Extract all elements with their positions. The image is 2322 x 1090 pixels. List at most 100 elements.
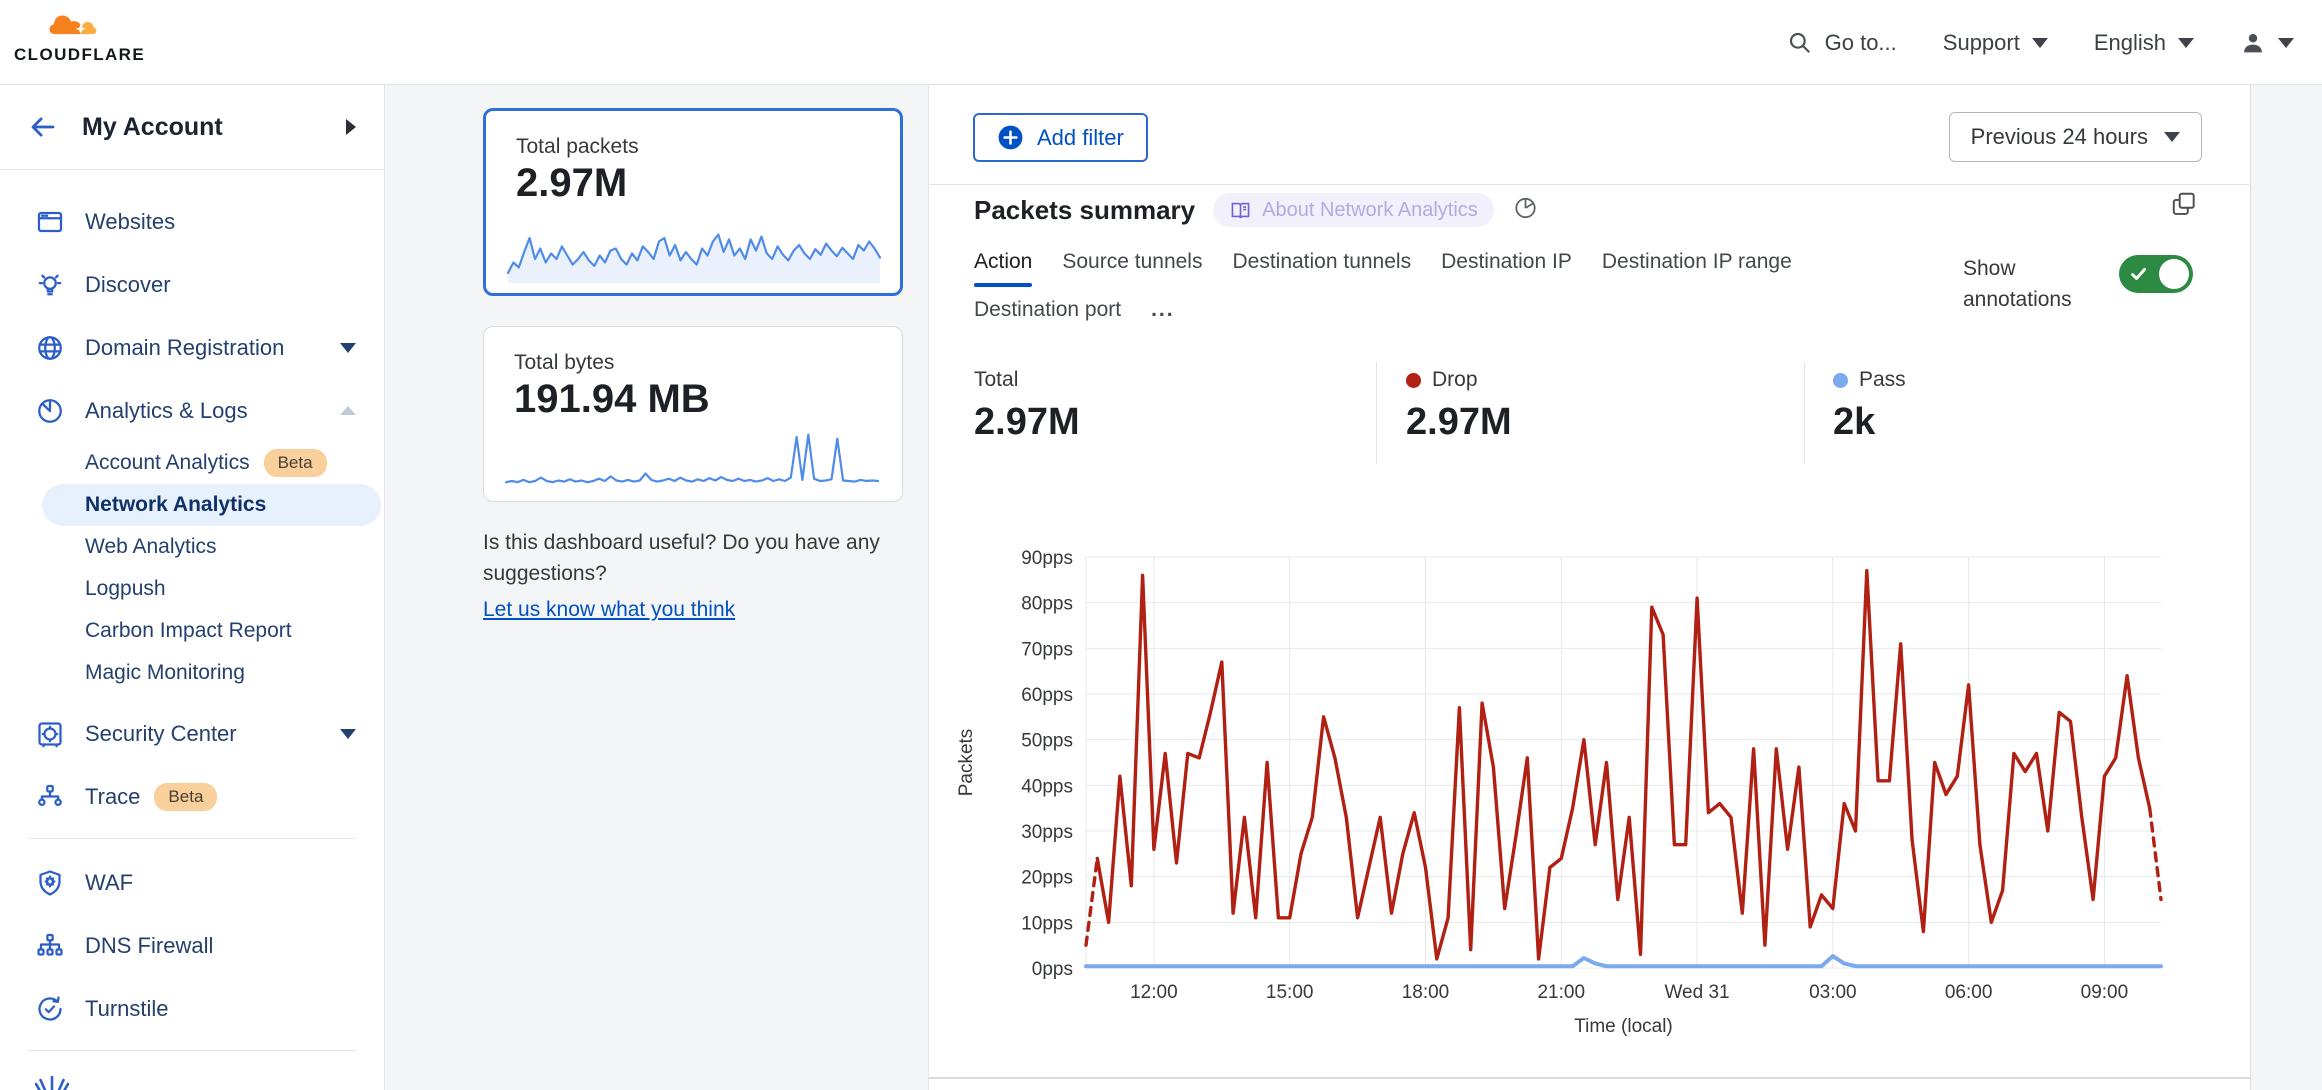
book-icon bbox=[1231, 202, 1250, 218]
sidebar-item-magic-monitoring[interactable]: Magic Monitoring bbox=[85, 661, 245, 684]
filter-bar: Add filter Previous 24 hours bbox=[929, 85, 2250, 185]
tab-destination-ip[interactable]: Destination IP bbox=[1441, 250, 1572, 273]
support-menu[interactable]: Support bbox=[1943, 30, 2048, 56]
chevron-down-icon bbox=[2278, 37, 2294, 48]
goto-label: Go to... bbox=[1824, 29, 1897, 55]
user-menu[interactable] bbox=[2240, 30, 2294, 56]
packets-chart: 0pps 10pps 20pps 30pps 40pps 50pps 60pps 70pps 8… bbox=[946, 535, 2208, 1050]
sidebar-item-carbon-impact-report[interactable]: Carbon Impact Report bbox=[85, 619, 292, 642]
chevron-down-icon bbox=[2164, 132, 2180, 142]
section-divider bbox=[929, 1077, 2250, 1079]
time-range-button[interactable]: Previous 24 hours bbox=[1948, 112, 2202, 162]
summary-tabs: Action Source tunnels Destination tunnel… bbox=[974, 250, 1959, 326]
svg-text:06:00: 06:00 bbox=[1945, 982, 1993, 1003]
drop-dot bbox=[1406, 372, 1421, 388]
total-bytes-card[interactable]: Total bytes 191.94 MB bbox=[483, 326, 903, 502]
show-annotations-label: Show annotations bbox=[1963, 257, 2072, 311]
shield-gear-icon bbox=[35, 868, 65, 898]
sidebar: My Account Websites Discover Domain Regi… bbox=[0, 85, 385, 1090]
dns-tree-icon bbox=[35, 931, 65, 961]
svg-text:50pps: 50pps bbox=[1021, 731, 1073, 752]
check-icon bbox=[2131, 268, 2146, 280]
svg-text:21:00: 21:00 bbox=[1537, 982, 1585, 1003]
total-packets-title: Total packets bbox=[516, 135, 639, 158]
sidebar-divider bbox=[28, 1050, 356, 1051]
turnstile-check-icon bbox=[35, 994, 65, 1024]
svg-text:09:00: 09:00 bbox=[2081, 982, 2129, 1003]
tabs-more-button[interactable]: ... bbox=[1151, 298, 1175, 321]
tab-destination-tunnels[interactable]: Destination tunnels bbox=[1232, 250, 1412, 273]
pass-dot bbox=[1833, 372, 1848, 388]
share-pie-icon[interactable] bbox=[1512, 194, 1539, 226]
back-arrow-icon[interactable] bbox=[28, 112, 58, 142]
stat-divider bbox=[1376, 362, 1377, 464]
plus-circle-icon bbox=[998, 125, 1023, 150]
feedback-block: Is this dashboard useful? Do you have an… bbox=[483, 527, 919, 625]
language-menu[interactable]: English bbox=[2094, 30, 2194, 56]
sidebar-item-account-analytics[interactable]: Account Analytics Beta bbox=[0, 442, 384, 484]
sidebar-item-trace[interactable]: Trace Beta bbox=[0, 765, 384, 828]
sidebar-item-web-analytics[interactable]: Web Analytics bbox=[85, 535, 217, 558]
bytes-sparkline bbox=[504, 433, 880, 484]
globe-icon bbox=[35, 333, 65, 363]
browser-icon bbox=[35, 207, 65, 237]
chevron-down-icon bbox=[340, 342, 356, 353]
tab-source-tunnels[interactable]: Source tunnels bbox=[1062, 250, 1203, 273]
svg-text:15:00: 15:00 bbox=[1266, 982, 1314, 1003]
svg-text:60pps: 60pps bbox=[1021, 685, 1073, 706]
svg-text:18:00: 18:00 bbox=[1402, 982, 1450, 1003]
trace-tree-icon bbox=[35, 782, 65, 812]
support-label: Support bbox=[1942, 29, 2020, 55]
feedback-link[interactable]: Let us know what you think bbox=[483, 598, 736, 621]
sidebar-item-logpush[interactable]: Logpush bbox=[85, 577, 166, 600]
total-packets-card[interactable]: Total packets 2.97M bbox=[483, 108, 903, 296]
feedback-question: Is this dashboard useful? Do you have an… bbox=[483, 531, 880, 585]
lightbulb-icon bbox=[35, 270, 65, 300]
sidebar-item-domain-registration[interactable]: Domain Registration bbox=[0, 316, 384, 379]
goto-search[interactable]: Go to... bbox=[1787, 30, 1897, 56]
summary-title: Packets summary bbox=[974, 194, 1196, 225]
beta-badge: Beta bbox=[154, 782, 218, 811]
svg-text:20pps: 20pps bbox=[1021, 868, 1073, 889]
chevron-down-icon bbox=[340, 728, 356, 739]
show-annotations-toggle[interactable] bbox=[2119, 255, 2193, 293]
chevron-down-icon bbox=[2178, 37, 2194, 48]
stat-pass: Pass 2k bbox=[1833, 368, 1906, 443]
total-packets-value: 2.97M bbox=[516, 161, 628, 205]
stat-drop: Drop 2.97M bbox=[1406, 368, 1512, 443]
svg-text:12:00: 12:00 bbox=[1130, 982, 1178, 1003]
add-filter-button[interactable]: Add filter bbox=[973, 113, 1148, 162]
svg-text:0pps: 0pps bbox=[1032, 959, 1073, 980]
user-icon bbox=[2244, 33, 2262, 52]
sidebar-item-websites[interactable]: Websites bbox=[0, 190, 384, 253]
sidebar-item-analytics-logs[interactable]: Analytics & Logs bbox=[0, 379, 384, 442]
about-network-analytics-badge[interactable]: About Network Analytics bbox=[1213, 193, 1494, 227]
pie-chart-icon bbox=[35, 396, 65, 426]
sidebar-item-turnstile[interactable]: Turnstile bbox=[0, 977, 384, 1040]
sidebar-divider bbox=[28, 838, 356, 839]
svg-text:40pps: 40pps bbox=[1021, 776, 1073, 797]
tab-action[interactable]: Action bbox=[974, 250, 1033, 287]
chevron-right-icon[interactable] bbox=[346, 119, 356, 135]
beta-badge: Beta bbox=[263, 449, 327, 477]
account-title: My Account bbox=[82, 112, 223, 141]
cloudflare-wordmark: CLOUDFLARE bbox=[14, 45, 146, 64]
total-bytes-value: 191.94 MB bbox=[514, 377, 710, 421]
sidebar-item-network-analytics[interactable]: Network Analytics bbox=[42, 484, 381, 526]
svg-text:Wed 31: Wed 31 bbox=[1664, 982, 1729, 1003]
top-header: CLOUDFLARE Go to... Support English bbox=[0, 0, 2322, 85]
tab-destination-ip-range[interactable]: Destination IP range bbox=[1601, 250, 1792, 273]
sidebar-item-security-center[interactable]: Security Center bbox=[0, 702, 384, 765]
popout-icon[interactable] bbox=[2170, 190, 2198, 223]
cloudflare-cloud-icon bbox=[49, 15, 97, 35]
sidebar-item-dns-firewall[interactable]: DNS Firewall bbox=[0, 914, 384, 977]
cloudflare-logo: CLOUDFLARE bbox=[14, 5, 146, 65]
stat-total: Total 2.97M bbox=[974, 368, 1080, 443]
total-bytes-title: Total bytes bbox=[514, 351, 615, 374]
sidebar-item-discover[interactable]: Discover bbox=[0, 253, 384, 316]
tab-destination-port[interactable]: Destination port bbox=[974, 298, 1122, 321]
main-panel: Add filter Previous 24 hours Packets sum… bbox=[928, 85, 2251, 1090]
sidebar-item-waf[interactable]: WAF bbox=[0, 851, 384, 914]
svg-text:90pps: 90pps bbox=[1021, 548, 1073, 569]
